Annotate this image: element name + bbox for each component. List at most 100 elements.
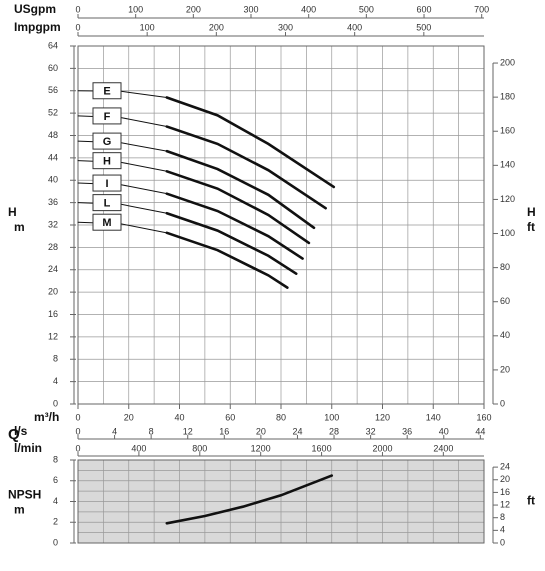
- axis-tick-label: 0: [75, 22, 80, 32]
- y2-tick-label: 100: [500, 228, 515, 238]
- axis-tick-label: 32: [366, 426, 376, 436]
- axis-tick-label: 300: [243, 4, 258, 14]
- x-tick-label: 40: [174, 412, 184, 422]
- axis-tick-label: 500: [359, 4, 374, 14]
- axis-tick-label: 24: [292, 426, 302, 436]
- y-axis-label: m: [14, 220, 25, 234]
- curve-label: H: [103, 156, 111, 168]
- axis-label: l/min: [14, 441, 42, 455]
- axis-tick-label: 0: [75, 443, 80, 453]
- axis-tick-label: 400: [301, 4, 316, 14]
- curve-label-box: [92, 82, 122, 100]
- x-tick-label: 80: [276, 412, 286, 422]
- y-tick-label: 6: [53, 475, 58, 485]
- axis-tick-label: 300: [278, 22, 293, 32]
- curve-operating: [165, 231, 289, 289]
- x-tick-label: 120: [375, 412, 390, 422]
- axis-tick-label: 40: [439, 426, 449, 436]
- y2-tick-label: 140: [500, 160, 515, 170]
- y2-tick-label: 8: [500, 512, 505, 522]
- curve-label: L: [104, 198, 111, 210]
- curve-label-box: [92, 107, 122, 125]
- y-tick-label: 32: [48, 219, 58, 229]
- y2-axis-label: H: [527, 205, 536, 219]
- axis-tick-label: 12: [183, 426, 193, 436]
- y2-tick-label: 160: [500, 126, 515, 136]
- axis-tick-label: 8: [149, 426, 154, 436]
- y2-tick-label: 200: [500, 57, 515, 67]
- y-tick-label: 0: [53, 398, 58, 408]
- y2-tick-label: 120: [500, 194, 515, 204]
- curve-operating: [165, 192, 304, 260]
- axis-tick-label: 16: [219, 426, 229, 436]
- axis-tick-label: 2000: [372, 443, 392, 453]
- y-tick-label: 56: [48, 85, 58, 95]
- y-tick-label: 60: [48, 63, 58, 73]
- y-tick-label: 64: [48, 40, 58, 50]
- axis-tick-label: 100: [128, 4, 143, 14]
- y-tick-label: 4: [53, 496, 58, 506]
- curve-label-box: [92, 213, 122, 231]
- curve-label-box: [92, 132, 122, 150]
- y-tick-label: 8: [53, 354, 58, 364]
- axis-tick-label: 200: [209, 22, 224, 32]
- curve-label: I: [105, 178, 108, 190]
- axis-tick-label: 0: [75, 4, 80, 14]
- y-axis-label: m: [14, 503, 25, 517]
- axis-label: USgpm: [14, 2, 56, 16]
- curve-label-box: [92, 152, 122, 170]
- axis-tick-label: 28: [329, 426, 339, 436]
- y-tick-label: 16: [48, 309, 58, 319]
- y2-tick-label: 0: [500, 537, 505, 547]
- x-tick-label: 160: [476, 412, 491, 422]
- y2-tick-label: 12: [500, 499, 510, 509]
- y2-tick-label: 0: [500, 398, 505, 408]
- y2-axis-label: ft: [527, 494, 535, 508]
- y2-tick-label: 20: [500, 364, 510, 374]
- y-tick-label: 4: [53, 376, 58, 386]
- curve-label: M: [102, 217, 111, 229]
- y2-tick-label: 20: [500, 474, 510, 484]
- npsh-curve: [165, 474, 334, 525]
- y2-tick-label: 4: [500, 525, 505, 535]
- curve-operating: [165, 125, 327, 210]
- y-tick-label: 48: [48, 130, 58, 140]
- axis-tick-label: 500: [416, 22, 431, 32]
- axis-tick-label: 200: [186, 4, 201, 14]
- axis-tick-label: 2400: [433, 443, 453, 453]
- y2-tick-label: 40: [500, 330, 510, 340]
- axis-tick-label: 0: [75, 426, 80, 436]
- x-tick-label: 60: [225, 412, 235, 422]
- x-tick-label: 0: [75, 412, 80, 422]
- x-axis-label: m³/h: [34, 410, 59, 424]
- curve-label-box: [92, 174, 122, 192]
- curve-label-box: [92, 194, 122, 212]
- y-tick-label: 40: [48, 175, 58, 185]
- axis-tick-label: 20: [256, 426, 266, 436]
- axis-tick-label: 44: [475, 426, 485, 436]
- curve-operating: [165, 149, 316, 230]
- y2-tick-label: 60: [500, 296, 510, 306]
- y-tick-label: 2: [53, 517, 58, 527]
- y-tick-label: 12: [48, 331, 58, 341]
- curve-operating: [165, 211, 298, 275]
- flow-symbol: Q: [8, 426, 20, 443]
- y2-tick-label: 80: [500, 262, 510, 272]
- y-tick-label: 36: [48, 197, 58, 207]
- x-tick-label: 100: [324, 412, 339, 422]
- axis-label: Impgpm: [14, 20, 61, 34]
- axis-label: l/s: [14, 424, 28, 438]
- y-tick-label: 52: [48, 108, 58, 118]
- y-tick-label: 20: [48, 287, 58, 297]
- y-axis-label: NPSH: [8, 488, 41, 502]
- axis-tick-label: 800: [192, 443, 207, 453]
- axis-tick-label: 1200: [251, 443, 271, 453]
- axis-tick-label: 36: [402, 426, 412, 436]
- y-tick-label: 24: [48, 264, 58, 274]
- y-axis-label: H: [8, 205, 17, 219]
- plot-frame: [77, 459, 485, 544]
- y2-tick-label: 180: [500, 92, 515, 102]
- y-tick-label: 0: [53, 537, 58, 547]
- x-tick-label: 20: [124, 412, 134, 422]
